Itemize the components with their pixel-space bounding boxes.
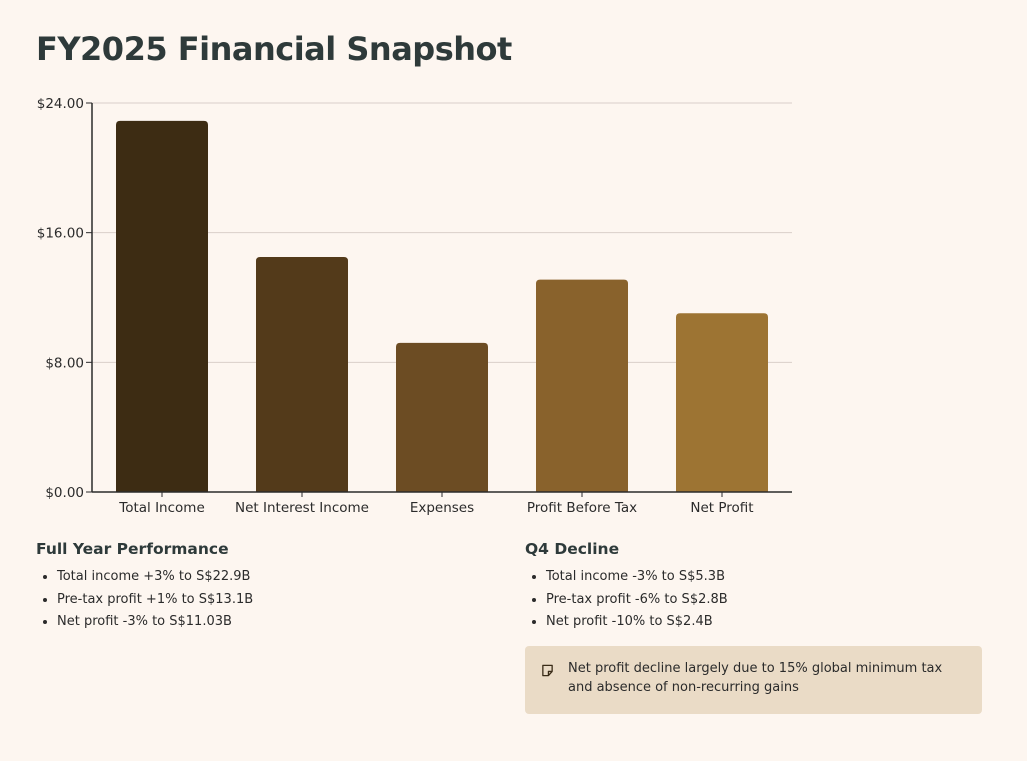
- bar: [396, 342, 488, 492]
- bar: [256, 256, 348, 492]
- callout-text: Net profit decline largely due to 15% gl…: [568, 661, 943, 695]
- list-item: Pre-tax profit -6% to S$2.8B: [546, 589, 965, 612]
- full-year-heading: Full Year Performance: [36, 540, 229, 558]
- list-item: Total income +3% to S$22.9B: [57, 566, 476, 589]
- q4-section: Q4 Decline Total income -3% to S$5.3B Pr…: [525, 540, 965, 634]
- list-item: Pre-tax profit +1% to S$13.1B: [57, 589, 476, 612]
- list-item: Total income -3% to S$5.3B: [546, 566, 965, 589]
- q4-list: Total income -3% to S$5.3B Pre-tax profi…: [525, 566, 965, 634]
- bar-chart: $0.00 $8.00 $16.00 $24.00 Total Income Net In…: [37, 96, 792, 516]
- y-tick-label: $8.00: [45, 355, 84, 371]
- full-year-section: Full Year Performance Total income +3% t…: [36, 540, 476, 634]
- x-tick-label: Net Profit: [690, 500, 753, 516]
- note-icon: [542, 664, 553, 677]
- list-item: Net profit -10% to S$2.4B: [546, 611, 965, 634]
- x-tick-label: Net Interest Income: [235, 500, 369, 516]
- q4-heading: Q4 Decline: [525, 540, 620, 558]
- x-tick-label: Total Income: [118, 500, 205, 516]
- bar: [536, 279, 628, 492]
- list-item: Net profit -3% to S$11.03B: [57, 611, 476, 634]
- y-tick-label: $24.00: [37, 96, 84, 112]
- page-title: FY2025 Financial Snapshot: [36, 30, 512, 68]
- full-year-list: Total income +3% to S$22.9B Pre-tax prof…: [36, 566, 476, 634]
- bar: [676, 313, 768, 492]
- x-tick-label: Expenses: [410, 500, 474, 516]
- y-tick-label: $0.00: [45, 485, 84, 501]
- bar: [116, 120, 208, 493]
- x-tick-label: Profit Before Tax: [527, 500, 637, 516]
- note-callout: Net profit decline largely due to 15% gl…: [525, 646, 982, 714]
- y-tick-label: $16.00: [37, 226, 84, 242]
